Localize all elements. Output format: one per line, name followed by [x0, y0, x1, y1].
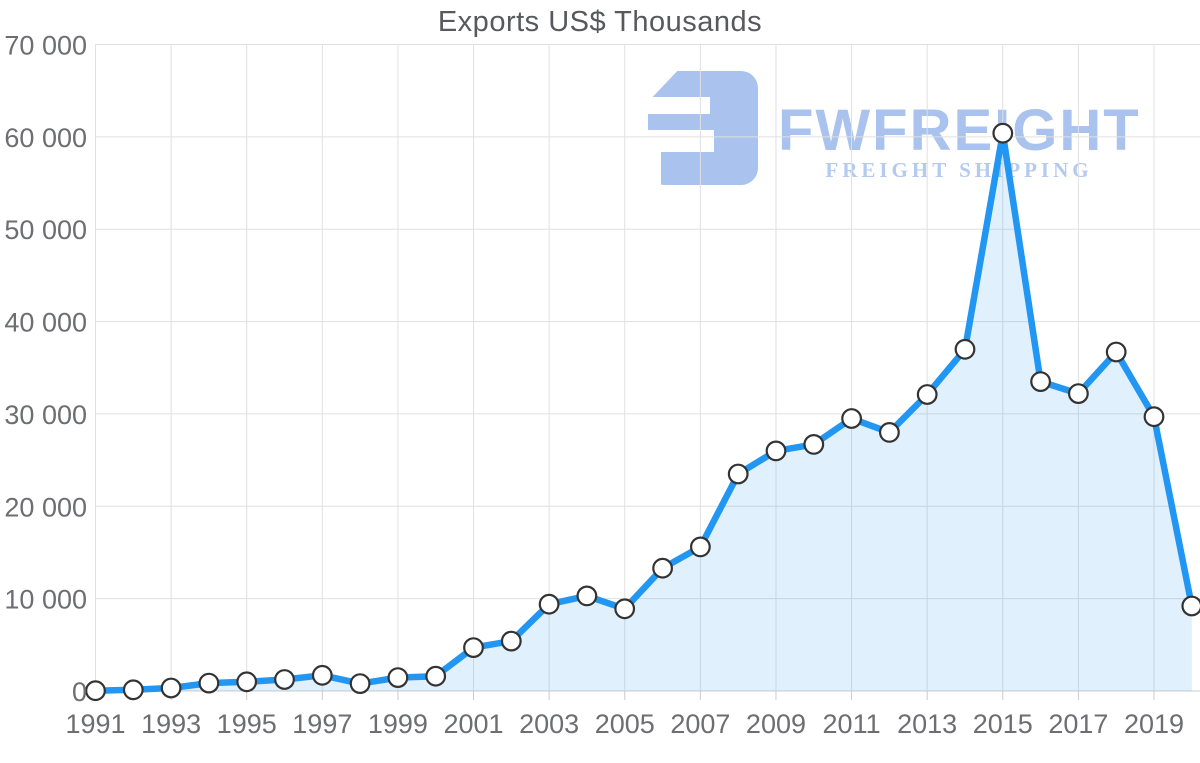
y-tick-label: 20 000	[4, 492, 87, 522]
data-point-markers	[85, 122, 1200, 702]
data-point-marker	[1030, 371, 1051, 393]
axis-tick-labels: 0 10 000 20 000 30 000 40 000 50 000 60 000 70 …	[4, 31, 1184, 740]
area-fill	[95, 133, 1192, 691]
y-tick-label: 0	[72, 677, 87, 707]
data-point-marker	[274, 669, 295, 690]
data-point-marker	[463, 637, 484, 658]
data-point-marker	[954, 338, 976, 360]
gridlines	[95, 44, 1200, 700]
data-point-marker	[992, 122, 1014, 144]
x-tick-label: 1997	[292, 709, 352, 739]
y-tick-label: 10 000	[4, 585, 87, 615]
data-point-marker	[122, 679, 144, 701]
data-point-marker	[1181, 595, 1200, 617]
x-tick-label: 2017	[1048, 709, 1108, 739]
data-point-marker	[85, 680, 106, 702]
data-point-marker	[803, 434, 825, 455]
x-tick-label: 2007	[670, 709, 730, 739]
data-point-marker	[349, 673, 371, 694]
data-point-marker	[652, 557, 673, 579]
data-point-marker	[425, 665, 447, 687]
x-tick-label: 2001	[443, 709, 503, 739]
freight-logo-icon	[644, 64, 758, 192]
x-tick-label: 2005	[595, 709, 655, 739]
data-point-marker	[538, 593, 560, 615]
watermark-tagline: FREIGHT SHIPPING	[825, 158, 1092, 182]
y-tick-label: 70 000	[4, 31, 87, 61]
y-tick-label: 60 000	[4, 123, 87, 153]
data-point-marker	[614, 598, 636, 620]
x-tick-label: 1999	[368, 709, 428, 739]
data-point-marker	[879, 422, 900, 443]
data-point-marker	[160, 677, 182, 699]
data-point-marker	[198, 672, 220, 694]
data-point-marker	[311, 664, 333, 686]
area-fill-layer	[95, 133, 1192, 691]
data-point-marker	[1067, 383, 1089, 405]
y-tick-label: 40 000	[4, 308, 87, 338]
data-point-marker	[1105, 341, 1127, 363]
x-tick-label: 1993	[141, 709, 201, 739]
data-point-marker	[236, 671, 258, 693]
chart-title: Exports US$ Thousands	[437, 6, 763, 38]
data-point-marker	[500, 630, 522, 652]
y-tick-label: 50 000	[4, 215, 87, 245]
x-tick-label: 2015	[973, 709, 1033, 739]
x-tick-label: 1995	[217, 709, 277, 739]
x-tick-label: 2013	[897, 709, 957, 739]
x-tick-label: 2019	[1124, 709, 1184, 739]
y-tick-label: 30 000	[4, 400, 87, 430]
x-tick-label: 2003	[519, 709, 579, 739]
data-point-marker	[576, 585, 598, 607]
data-point-marker	[916, 384, 938, 405]
data-point-marker	[765, 440, 787, 462]
x-tick-label: 1991	[65, 709, 125, 739]
data-point-marker	[727, 463, 749, 485]
x-tick-label: 2009	[746, 709, 806, 739]
watermark: FWFREIGHT FREIGHT SHIPPING	[644, 64, 1141, 192]
watermark-brand: FWFREIGHT	[778, 98, 1141, 163]
x-tick-label: 2011	[823, 709, 881, 739]
data-point-marker	[690, 536, 711, 558]
data-point-marker	[1143, 406, 1165, 428]
data-point-marker	[387, 667, 409, 688]
data-point-marker	[841, 408, 862, 429]
